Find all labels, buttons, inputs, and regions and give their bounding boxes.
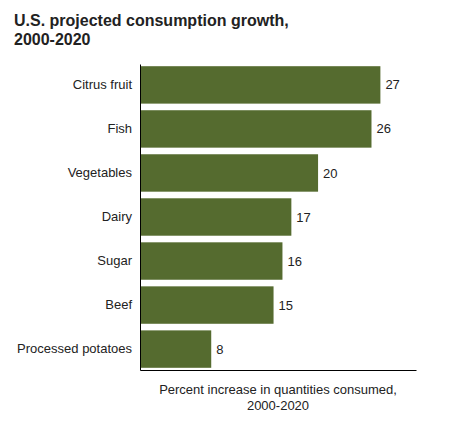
x-axis-title: Percent increase in quantities consumed,… [159,382,397,413]
plot: 27 26 20 17 16 15 8 Citrus fruit Fish Vegetables D… [17,65,416,371]
y-tick-label: Dairy [102,209,133,224]
bars [140,66,380,368]
y-tick: Vegetables [68,165,140,180]
title: U.S. projected consumption growth, 2000-2… [14,12,289,48]
bar [140,242,282,279]
x-axis-title-line: Percent increase in quantities consumed, [159,382,397,397]
y-tick-label: Processed potatoes [17,341,132,356]
y-tick-label: Citrus fruit [73,77,133,92]
x-axis-line [141,370,417,371]
y-tick-label: Fish [107,121,132,136]
y-tick: Sugar [97,253,140,268]
data-label: 16 [287,254,301,269]
data-label: 15 [279,298,293,313]
bar [140,154,318,191]
x-axis-title-line: 2000-2020 [247,398,309,413]
bar [140,286,274,323]
bar [140,330,211,367]
data-label: 17 [296,210,310,225]
y-tick: Fish [107,121,140,136]
x-axis [141,370,417,371]
y-tick: Processed potatoes [17,341,140,356]
chart: U.S. projected consumption growth, 2000-2… [0,0,450,428]
data-labels: 27 26 20 17 16 15 8 [216,77,400,356]
data-label: 27 [385,77,399,92]
data-label: 20 [323,166,337,181]
data-label: 26 [376,121,390,136]
y-tick-label: Beef [105,297,132,312]
data-label: 8 [216,342,223,357]
title-line: 2000-2020 [14,31,91,48]
y-tick-label: Sugar [97,253,132,268]
y-tick: Dairy [102,209,140,224]
bar [140,198,291,235]
bar [140,110,371,147]
title-line: U.S. projected consumption growth, [14,12,289,29]
y-axis: Citrus fruit Fish Vegetables Dairy Sugar Beef… [17,65,140,371]
y-axis-line [140,65,141,371]
y-tick-label: Vegetables [68,165,133,180]
y-tick: Citrus fruit [73,77,140,92]
bar [140,66,380,103]
y-tick: Beef [105,297,140,312]
